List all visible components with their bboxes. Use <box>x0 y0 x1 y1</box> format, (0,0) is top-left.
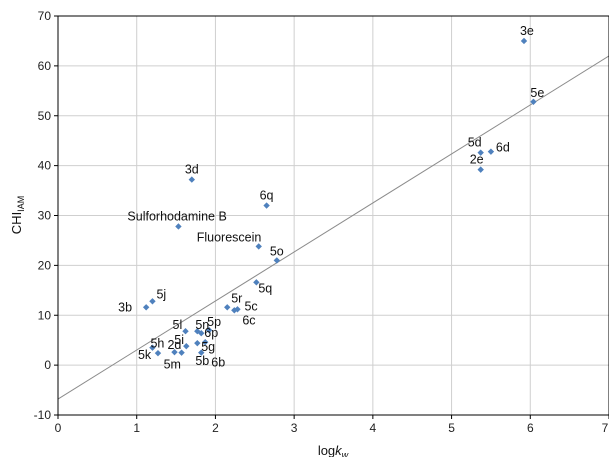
data-point <box>182 328 189 335</box>
point-label: 2d <box>167 338 181 352</box>
y-tick-label: 30 <box>38 209 52 223</box>
y-tick-label: 20 <box>38 258 52 272</box>
data-point <box>198 330 205 337</box>
trendline-layer <box>57 55 609 400</box>
point-label: 5o <box>270 244 284 258</box>
y-axis-ticks: -10 0 10 20 30 40 50 60 70 <box>34 9 58 422</box>
point-label: 3e <box>520 24 534 38</box>
y-tick-label: 70 <box>38 9 52 23</box>
data-point <box>530 98 537 105</box>
data-point <box>198 349 205 356</box>
x-axis-ticks: 0 1 2 3 4 5 6 7 <box>55 415 609 435</box>
point-label: 5j <box>156 287 166 301</box>
data-point <box>520 37 528 45</box>
y-tick-label: 50 <box>38 109 52 123</box>
y-tick-label: 40 <box>38 159 52 173</box>
point-label: 3d <box>185 163 199 177</box>
point-labels: 3e 5e 5d 6d 2e 3d 6q Sulforhodamine B Fluorescei… <box>118 24 544 372</box>
point-label: 5n <box>195 318 209 332</box>
point-label: 5g <box>201 340 215 354</box>
data-point <box>263 202 270 209</box>
point-label: Sulforhodamine B <box>127 209 226 223</box>
x-tick-label: 1 <box>133 421 140 435</box>
point-label: 5m <box>164 358 181 372</box>
point-label: 5e <box>530 86 544 100</box>
data-point <box>178 349 185 356</box>
point-label: 5h <box>150 337 164 351</box>
y-tick-label: 0 <box>44 358 51 372</box>
point-label: 5c <box>244 299 257 313</box>
point-label: 5r <box>231 291 242 305</box>
data-point <box>255 243 262 250</box>
point-label: 6d <box>496 141 510 155</box>
y-axis-title: CHIIAM <box>9 196 26 234</box>
data-point <box>149 344 156 351</box>
y-tick-label: 10 <box>38 308 52 322</box>
data-point <box>149 298 156 305</box>
point-label: 5l <box>173 318 183 332</box>
data-points <box>142 37 537 357</box>
point-label: Fluorescein <box>197 230 262 244</box>
x-axis-title-sub: w <box>342 450 349 457</box>
data-point <box>201 338 209 346</box>
point-label: 5b <box>195 354 209 368</box>
x-tick-label: 6 <box>527 421 534 435</box>
x-axis-title-italic: k <box>335 443 343 457</box>
x-axis-title: logkw <box>318 443 349 457</box>
point-label: 6b <box>211 356 225 370</box>
x-tick-label: 4 <box>370 421 377 435</box>
x-axis-title-main: log <box>318 443 335 457</box>
data-point <box>205 327 213 334</box>
data-point <box>142 304 150 311</box>
point-label: 3b <box>118 300 132 314</box>
data-point <box>194 339 201 347</box>
data-point <box>273 257 281 264</box>
point-label: 5q <box>258 281 272 295</box>
point-label: 5k <box>138 348 152 362</box>
data-point <box>487 148 495 155</box>
point-label: 5i <box>174 333 184 347</box>
data-point <box>175 223 182 230</box>
point-label: 5d <box>468 136 482 150</box>
y-tick-label: 60 <box>38 59 52 73</box>
data-point <box>154 349 162 357</box>
y-axis-title-main: CHI <box>9 212 24 234</box>
x-tick-label: 7 <box>602 421 609 435</box>
data-point <box>188 176 196 183</box>
x-tick-label: 0 <box>55 421 62 435</box>
data-point <box>183 342 190 350</box>
y-axis-title-sub: IAM <box>16 196 26 212</box>
point-label: 5p <box>207 315 221 329</box>
data-point <box>253 279 260 286</box>
data-point <box>231 307 238 314</box>
x-tick-label: 5 <box>448 421 455 435</box>
point-label: 6p <box>204 326 218 340</box>
data-point <box>224 304 231 311</box>
data-point <box>477 149 484 156</box>
point-label: 2e <box>470 153 484 167</box>
point-label: 6c <box>242 313 255 327</box>
trendline <box>57 55 609 400</box>
point-label: 6q <box>260 189 274 203</box>
x-tick-label: 2 <box>212 421 219 435</box>
data-point <box>477 166 484 173</box>
grid-lines <box>58 16 609 415</box>
data-point <box>171 348 178 356</box>
x-tick-label: 3 <box>291 421 298 435</box>
y-tick-label: -10 <box>34 408 52 422</box>
